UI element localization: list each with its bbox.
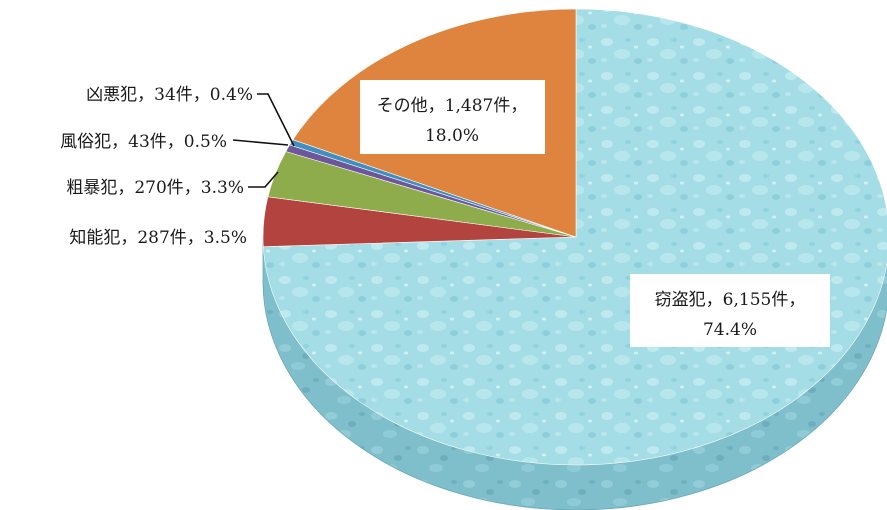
leader-line-morals [233,140,288,145]
pie-slices [263,9,887,465]
label-other-line2: 18.0% [425,126,479,146]
leader-line-felony [257,94,294,146]
label-violent: 粗暴犯，270件，3.3% [66,178,244,198]
label-morals: 風俗犯，43件，0.5% [60,132,227,152]
label-theft-line2: 74.4% [703,320,757,340]
label-felony: 凶悪犯，34件，0.4% [86,85,253,105]
label-other-line1: その他，1,487件， [377,96,528,116]
label-fraud: 知能犯，287件，3.5% [69,228,247,248]
label-theft-line1: 窃盗犯，6,155件， [655,290,806,310]
